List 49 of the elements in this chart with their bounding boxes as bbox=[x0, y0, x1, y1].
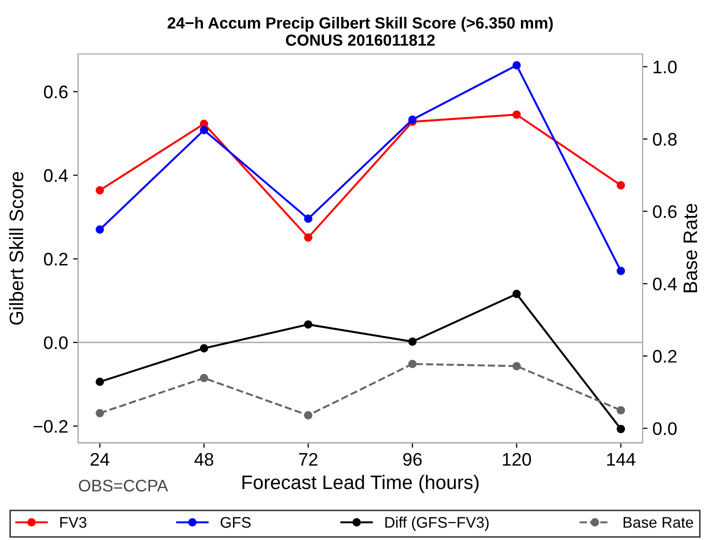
point bbox=[96, 186, 104, 194]
point bbox=[616, 266, 626, 276]
x-axis-title: Forecast Lead Time (hours) bbox=[242, 474, 479, 494]
point bbox=[616, 406, 626, 414]
point bbox=[200, 126, 208, 134]
point bbox=[512, 362, 521, 370]
point bbox=[200, 374, 208, 382]
x-tick-label: 48 bbox=[194, 453, 214, 466]
y-axis-title: Gilbert Skill Score bbox=[9, 172, 24, 325]
point bbox=[96, 378, 104, 386]
point bbox=[408, 115, 417, 124]
point bbox=[304, 411, 312, 420]
point bbox=[616, 424, 626, 434]
point bbox=[96, 408, 104, 418]
legend-label: FV3 bbox=[60, 516, 86, 528]
point bbox=[616, 181, 626, 190]
y2-tick-label: 0.4 bbox=[652, 278, 677, 290]
point bbox=[512, 61, 521, 70]
point bbox=[304, 214, 312, 223]
x-tick-label: 72 bbox=[299, 453, 318, 466]
y-tick-label: 0.2 bbox=[44, 252, 68, 266]
point bbox=[96, 225, 104, 234]
y2-tick-label: 1.0 bbox=[654, 60, 677, 74]
y-tick-label: 0.6 bbox=[44, 86, 68, 98]
x-tick-label: 96 bbox=[403, 453, 422, 466]
point bbox=[408, 360, 417, 368]
legend-label: Diff (GFS−FV3) bbox=[385, 516, 489, 531]
point bbox=[304, 233, 312, 242]
y2-tick-label: 0.2 bbox=[652, 350, 676, 363]
x-tick-label: 120 bbox=[502, 453, 531, 466]
point bbox=[408, 337, 417, 346]
x-tick-label: 24 bbox=[90, 453, 110, 466]
y2-axis-title: Base Rate bbox=[684, 204, 698, 292]
legend-label: GFS bbox=[220, 516, 251, 528]
y-tick-label: 0.0 bbox=[44, 336, 68, 350]
legend-label: Base Rate bbox=[624, 517, 694, 528]
point bbox=[304, 320, 312, 329]
y-tick-label: 0.4 bbox=[44, 169, 68, 182]
point bbox=[200, 344, 208, 352]
chart-title: 24−h Accum Precip Gilbert Skill Score (>6.350 mm) bbox=[168, 16, 553, 32]
text: OBS=CCPA bbox=[78, 480, 168, 492]
point bbox=[512, 290, 521, 298]
y2-tick-label: 0.6 bbox=[652, 205, 677, 218]
y-tick-label: −0.2 bbox=[34, 420, 68, 433]
chart-subtitle: CONUS 2016011812 bbox=[286, 34, 435, 46]
point bbox=[512, 110, 521, 119]
x-tick-label: 144 bbox=[607, 453, 636, 466]
y2-tick-label: 0.0 bbox=[652, 422, 677, 436]
y2-tick-label: 0.8 bbox=[652, 132, 677, 146]
